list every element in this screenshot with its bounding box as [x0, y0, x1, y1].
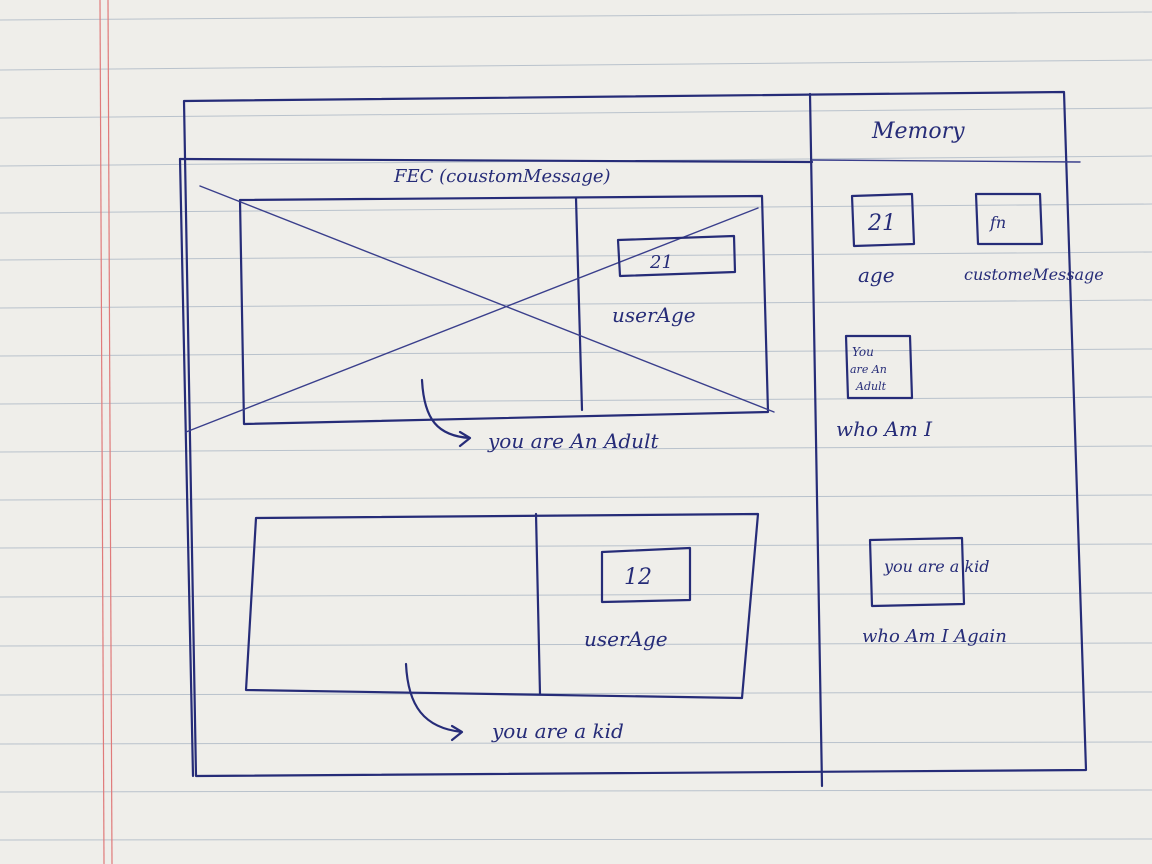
custom-message-value: fn: [989, 213, 1006, 232]
second-user-age-box: [600, 546, 692, 604]
memory-divider: [808, 92, 824, 788]
ruled-lines: [0, 11, 1152, 841]
who-am-i-label: who Am I: [836, 417, 933, 441]
second-context-box: [244, 512, 760, 700]
second-return-arrow: [404, 662, 464, 742]
margin-lines: [99, 0, 113, 864]
custom-message-label: customeMessage: [964, 265, 1104, 284]
first-context-cross-b: [185, 207, 759, 433]
who-am-i-value-line-3: Adult: [855, 380, 887, 393]
fec-title: FEC (coustomMessage): [393, 166, 611, 187]
second-user-age-label: userAge: [584, 627, 668, 651]
first-result-label: you are An Adult: [487, 429, 659, 453]
first-user-age-box: [616, 234, 737, 278]
fec-frame-left: [178, 157, 195, 778]
outer-frame: [182, 90, 1088, 778]
first-user-age-value: 21: [649, 252, 673, 273]
memory-title: Memory: [871, 119, 965, 144]
who-am-i-again-value: you are a kid: [883, 557, 989, 576]
who-am-i-box: [844, 334, 914, 400]
second-context-divider: [534, 512, 542, 696]
who-am-i-again-box: [868, 536, 966, 608]
first-context-box: [238, 194, 770, 426]
age-value: 21: [867, 211, 896, 236]
first-context-divider: [574, 196, 584, 412]
who-am-i-again-label: who Am I Again: [862, 626, 1007, 647]
age-box: [850, 192, 916, 248]
first-user-age-label: userAge: [612, 303, 696, 327]
second-user-age-value: 12: [624, 565, 652, 590]
first-context-cross-a: [199, 185, 775, 413]
second-result-label: you are a kid: [491, 719, 624, 743]
memory-title-underline: [811, 159, 1081, 163]
who-am-i-value-line-2: are An: [850, 363, 887, 376]
first-return-arrow: [420, 378, 472, 448]
who-am-i-value-line-1: You: [852, 345, 874, 359]
age-label: age: [858, 263, 895, 287]
fec-frame-top: [178, 157, 814, 164]
custom-message-box: [974, 192, 1044, 246]
